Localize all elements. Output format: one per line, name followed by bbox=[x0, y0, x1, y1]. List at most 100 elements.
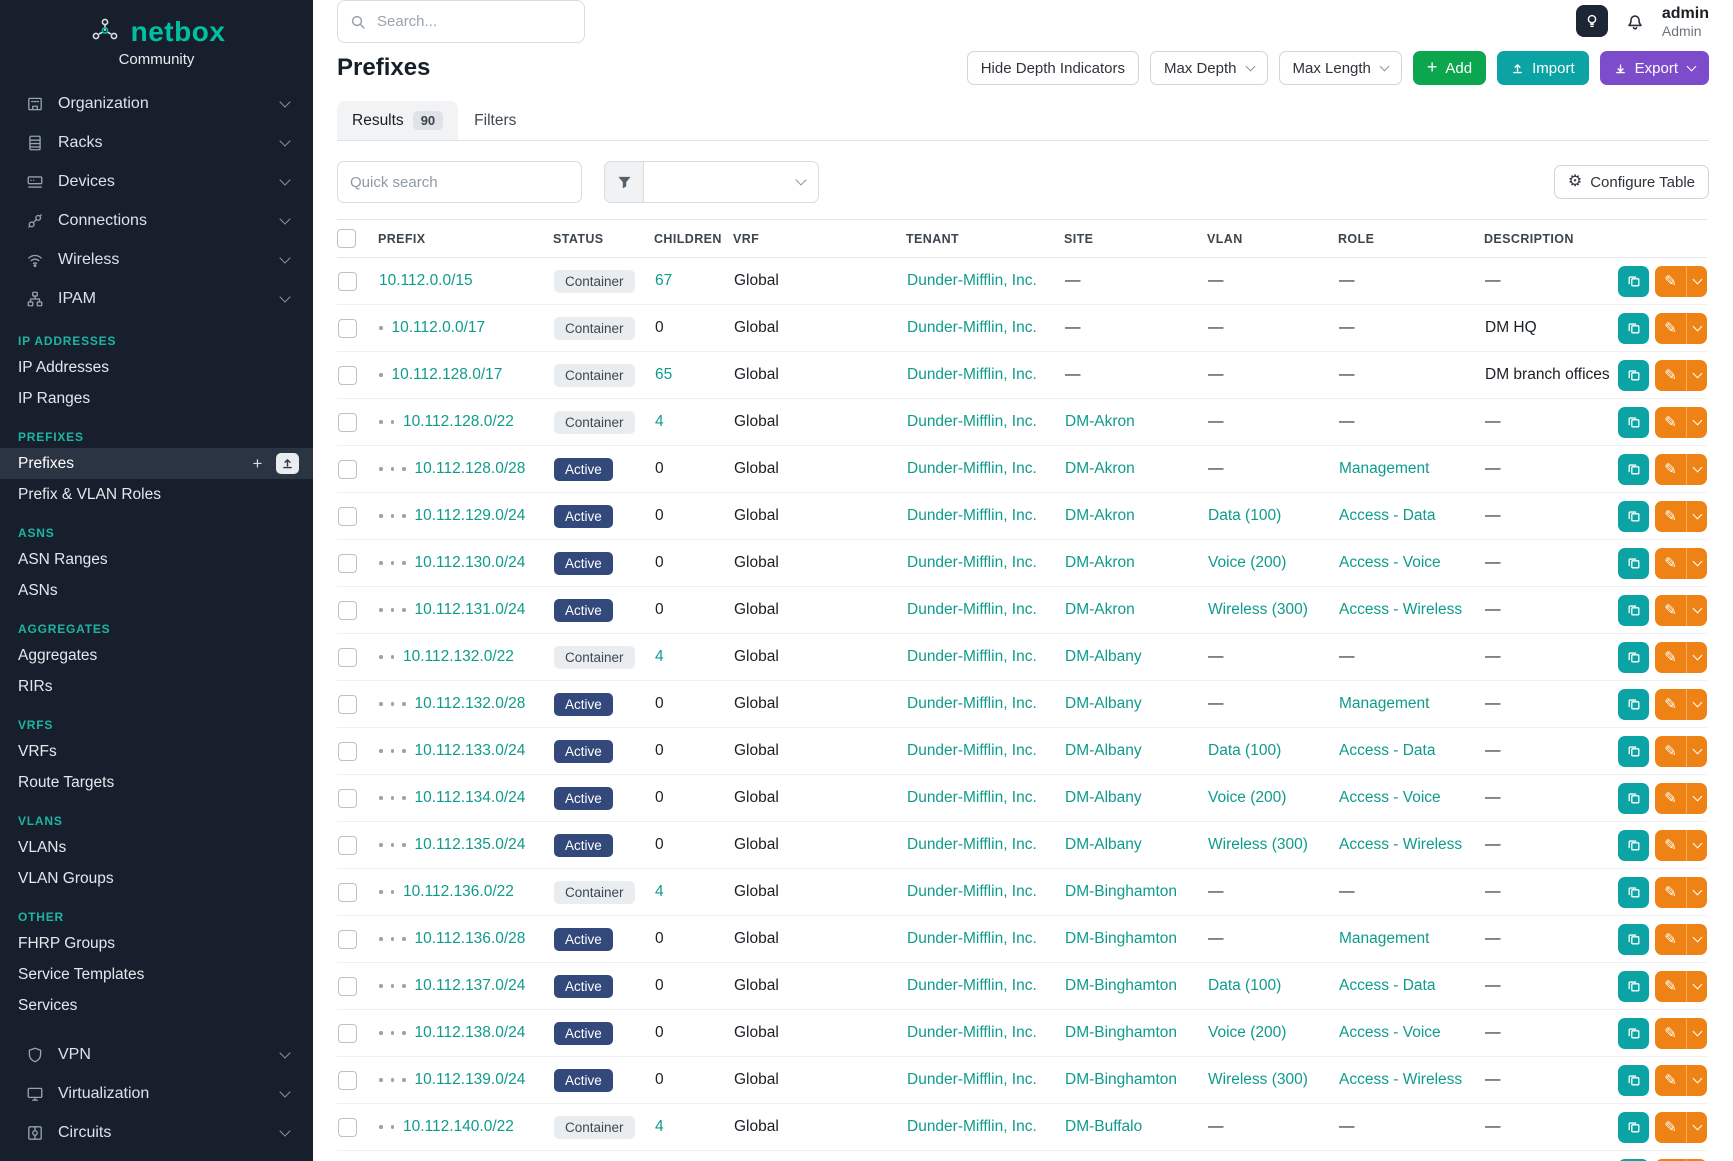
row-checkbox[interactable] bbox=[338, 1117, 357, 1137]
edit-button[interactable]: ✎ bbox=[1655, 359, 1686, 391]
sidebar-item-route-targets[interactable]: Route Targets bbox=[0, 767, 313, 798]
copy-button[interactable] bbox=[1618, 594, 1649, 626]
prefix-link[interactable]: 10.112.132.0/28 bbox=[414, 695, 526, 712]
site-link[interactable]: DM-Albany bbox=[1065, 695, 1142, 712]
vlan-link[interactable]: Data (100) bbox=[1208, 507, 1282, 524]
max-depth-dropdown[interactable]: Max Depth bbox=[1149, 51, 1268, 85]
column-header-tenant[interactable]: TENANT bbox=[906, 219, 1064, 258]
tenant-link[interactable]: Dunder-Mifflin, Inc. bbox=[907, 1071, 1037, 1088]
role-link[interactable]: Access - Wireless bbox=[1339, 601, 1463, 618]
sidebar-item-vpn[interactable]: VPN bbox=[0, 1035, 313, 1074]
edit-button[interactable]: ✎ bbox=[1655, 1017, 1686, 1049]
prefix-link[interactable]: 10.112.138.0/24 bbox=[414, 1024, 526, 1041]
theme-toggle-button[interactable] bbox=[1575, 5, 1608, 38]
user-menu[interactable]: admin Admin bbox=[1662, 4, 1709, 40]
sidebar-item-connections[interactable]: Connections bbox=[0, 201, 313, 240]
import-button[interactable]: Import bbox=[1497, 51, 1589, 85]
edit-dropdown-button[interactable] bbox=[1686, 359, 1707, 391]
sidebar-item-fhrp-groups[interactable]: FHRP Groups bbox=[0, 928, 313, 959]
tenant-link[interactable]: Dunder-Mifflin, Inc. bbox=[907, 272, 1037, 289]
role-link[interactable]: Management bbox=[1339, 930, 1430, 947]
site-link[interactable]: DM-Albany bbox=[1065, 836, 1142, 853]
role-link[interactable]: Access - Voice bbox=[1339, 789, 1441, 806]
vlan-link[interactable]: Wireless (300) bbox=[1208, 1071, 1308, 1088]
prefix-link[interactable]: 10.112.128.0/17 bbox=[391, 366, 503, 383]
filter-button[interactable] bbox=[604, 161, 644, 203]
vlan-link[interactable]: Wireless (300) bbox=[1208, 836, 1308, 853]
edit-button[interactable]: ✎ bbox=[1655, 1158, 1686, 1161]
role-link[interactable]: Management bbox=[1339, 695, 1430, 712]
edit-button[interactable]: ✎ bbox=[1655, 265, 1686, 297]
children-count[interactable]: 67 bbox=[655, 272, 673, 289]
prefix-link[interactable]: 10.112.137.0/24 bbox=[414, 977, 526, 994]
copy-button[interactable] bbox=[1618, 312, 1649, 344]
copy-button[interactable] bbox=[1618, 406, 1649, 438]
filter-select[interactable] bbox=[644, 161, 819, 203]
vlan-link[interactable]: Data (100) bbox=[1208, 742, 1282, 759]
prefix-link[interactable]: 10.112.128.0/28 bbox=[414, 460, 526, 477]
edit-button[interactable]: ✎ bbox=[1655, 453, 1686, 485]
copy-button[interactable] bbox=[1618, 970, 1649, 1002]
row-checkbox[interactable] bbox=[338, 882, 357, 902]
row-checkbox[interactable] bbox=[338, 506, 357, 526]
role-link[interactable]: Access - Data bbox=[1339, 977, 1436, 994]
role-link[interactable]: Access - Voice bbox=[1339, 554, 1441, 571]
sidebar-item-vrfs[interactable]: VRFs bbox=[0, 736, 313, 767]
row-checkbox[interactable] bbox=[338, 318, 357, 338]
copy-button[interactable] bbox=[1618, 547, 1649, 579]
copy-button[interactable] bbox=[1618, 641, 1649, 673]
edit-button[interactable]: ✎ bbox=[1655, 312, 1686, 344]
edit-button[interactable]: ✎ bbox=[1655, 688, 1686, 720]
sidebar-item-vlans[interactable]: VLANs bbox=[0, 832, 313, 863]
sidebar-item-ipam[interactable]: IPAM bbox=[0, 279, 313, 318]
vlan-link[interactable]: Voice (200) bbox=[1208, 1024, 1287, 1041]
role-link[interactable]: Access - Data bbox=[1339, 742, 1436, 759]
sidebar-item-ip-addresses[interactable]: IP Addresses bbox=[0, 352, 313, 383]
prefix-link[interactable]: 10.112.0.0/17 bbox=[391, 319, 486, 336]
role-link[interactable]: Access - Wireless bbox=[1339, 1071, 1463, 1088]
tab-results[interactable]: Results 90 bbox=[337, 101, 459, 140]
edit-button[interactable]: ✎ bbox=[1655, 594, 1686, 626]
edit-dropdown-button[interactable] bbox=[1686, 1158, 1707, 1161]
column-header-site[interactable]: SITE bbox=[1064, 219, 1207, 258]
tenant-link[interactable]: Dunder-Mifflin, Inc. bbox=[907, 883, 1037, 900]
edit-dropdown-button[interactable] bbox=[1686, 500, 1707, 532]
add-prefix-mini-button[interactable]: + bbox=[246, 453, 269, 474]
site-link[interactable]: DM-Albany bbox=[1065, 789, 1142, 806]
global-search[interactable] bbox=[337, 0, 585, 43]
row-checkbox[interactable] bbox=[338, 1070, 357, 1090]
site-link[interactable]: DM-Akron bbox=[1065, 460, 1135, 477]
row-checkbox[interactable] bbox=[338, 271, 357, 291]
children-count[interactable]: 4 bbox=[655, 648, 664, 665]
prefix-link[interactable]: 10.112.136.0/28 bbox=[414, 930, 526, 947]
tenant-link[interactable]: Dunder-Mifflin, Inc. bbox=[907, 554, 1037, 571]
edit-dropdown-button[interactable] bbox=[1686, 547, 1707, 579]
sidebar-item-vlan-groups[interactable]: VLAN Groups bbox=[0, 863, 313, 894]
row-checkbox[interactable] bbox=[338, 647, 357, 667]
site-link[interactable]: DM-Albany bbox=[1065, 648, 1142, 665]
row-checkbox[interactable] bbox=[338, 412, 357, 432]
copy-button[interactable] bbox=[1618, 500, 1649, 532]
hide-depth-indicators-button[interactable]: Hide Depth Indicators bbox=[966, 51, 1139, 85]
tenant-link[interactable]: Dunder-Mifflin, Inc. bbox=[907, 1024, 1037, 1041]
site-link[interactable]: DM-Binghamton bbox=[1065, 977, 1177, 994]
prefix-link[interactable]: 10.112.130.0/24 bbox=[414, 554, 526, 571]
role-link[interactable]: Access - Voice bbox=[1339, 1024, 1441, 1041]
edit-dropdown-button[interactable] bbox=[1686, 312, 1707, 344]
edit-dropdown-button[interactable] bbox=[1686, 641, 1707, 673]
export-dropdown[interactable]: Export bbox=[1599, 51, 1709, 85]
sidebar-item-devices[interactable]: Devices bbox=[0, 162, 313, 201]
copy-button[interactable] bbox=[1618, 1064, 1649, 1096]
edit-button[interactable]: ✎ bbox=[1655, 782, 1686, 814]
sidebar-item-circuits[interactable]: Circuits bbox=[0, 1113, 313, 1152]
edit-dropdown-button[interactable] bbox=[1686, 829, 1707, 861]
column-header-status[interactable]: STATUS bbox=[553, 219, 654, 258]
site-link[interactable]: DM-Albany bbox=[1065, 742, 1142, 759]
children-count[interactable]: 4 bbox=[655, 413, 664, 430]
copy-button[interactable] bbox=[1618, 688, 1649, 720]
edit-button[interactable]: ✎ bbox=[1655, 406, 1686, 438]
copy-button[interactable] bbox=[1618, 1017, 1649, 1049]
prefix-link[interactable]: 10.112.132.0/22 bbox=[403, 648, 514, 665]
row-checkbox[interactable] bbox=[338, 365, 357, 385]
edit-dropdown-button[interactable] bbox=[1686, 406, 1707, 438]
